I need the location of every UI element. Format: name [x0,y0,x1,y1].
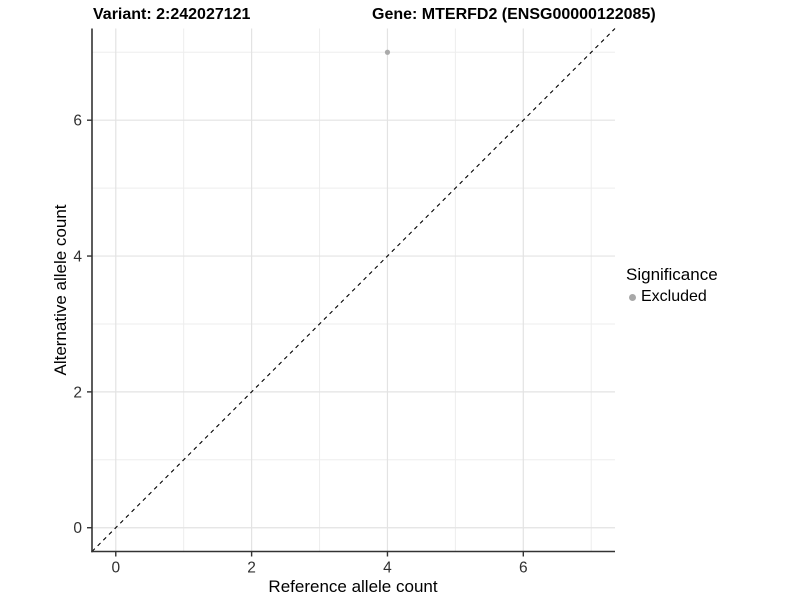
legend-point-icon [629,293,636,301]
legend-item-label: Excluded [641,288,707,305]
identity-dashed-line [91,28,616,552]
plot-title-gene: Gene: MTERFD2 (ENSG00000122085) [372,6,656,23]
x-tick-label: 0 [111,560,120,577]
x-tick-label: 2 [247,560,256,577]
legend-title: Significance [626,265,718,284]
y-tick-label: 6 [73,113,82,130]
legend: Significance Excluded [626,265,718,306]
y-tick-label: 0 [73,520,82,537]
y-axis-title: Alternative allele count [51,204,70,376]
legend-item-excluded: Excluded [626,288,718,306]
y-tick-label: 4 [73,249,82,266]
plot-title-variant: Variant: 2:242027121 [93,6,251,23]
x-tick-label: 6 [519,560,528,577]
x-axis-title: Reference allele count [268,577,438,596]
x-tick-label: 4 [383,560,392,577]
y-tick-label: 2 [73,384,82,401]
data-point [384,49,391,55]
